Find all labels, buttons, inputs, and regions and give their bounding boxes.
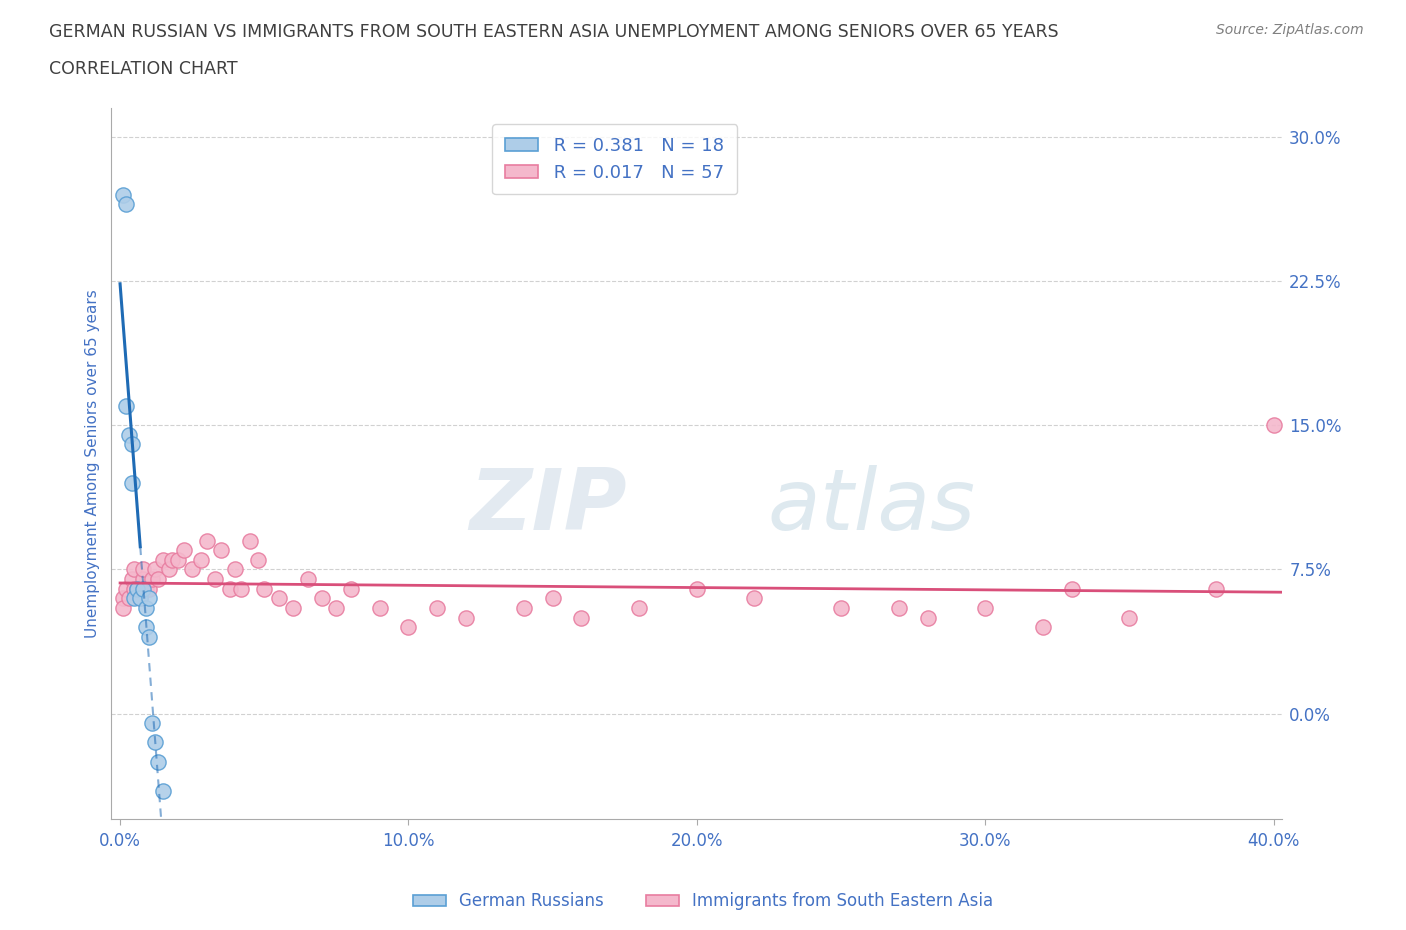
Point: [190, 552, 212, 567]
Point: [744, 591, 766, 605]
Point: [111, 187, 134, 202]
Point: [160, 552, 183, 567]
Point: [121, 475, 143, 490]
Text: atlas: atlas: [768, 465, 976, 548]
Point: [135, 619, 157, 634]
Point: [231, 581, 253, 596]
Point: [124, 581, 146, 596]
Point: [368, 601, 391, 616]
Point: [339, 581, 361, 596]
Point: [138, 581, 160, 596]
Point: [141, 572, 163, 587]
Point: [541, 591, 564, 605]
Point: [129, 591, 152, 605]
Point: [135, 581, 157, 596]
Point: [974, 601, 997, 616]
Point: [247, 552, 270, 567]
Point: [114, 581, 136, 596]
Point: [118, 591, 141, 605]
Point: [173, 543, 195, 558]
Point: [152, 783, 174, 798]
Point: [1205, 581, 1227, 596]
Point: [830, 601, 852, 616]
Point: [124, 562, 146, 577]
Point: [917, 610, 939, 625]
Point: [127, 581, 149, 596]
Point: [141, 716, 163, 731]
Text: GERMAN RUSSIAN VS IMMIGRANTS FROM SOUTH EASTERN ASIA UNEMPLOYMENT AMONG SENIORS : GERMAN RUSSIAN VS IMMIGRANTS FROM SOUTH …: [49, 23, 1059, 41]
Point: [686, 581, 709, 596]
Point: [396, 619, 419, 634]
Point: [456, 610, 478, 625]
Point: [325, 601, 347, 616]
Point: [426, 601, 449, 616]
Point: [297, 572, 319, 587]
Point: [628, 601, 651, 616]
Point: [224, 562, 246, 577]
Point: [121, 437, 143, 452]
Point: [135, 601, 157, 616]
Point: [218, 581, 240, 596]
Point: [132, 562, 155, 577]
Point: [114, 399, 136, 414]
Point: [1263, 418, 1285, 432]
Point: [111, 601, 134, 616]
Point: [118, 428, 141, 443]
Point: [281, 601, 304, 616]
Point: [132, 581, 155, 596]
Point: [267, 591, 290, 605]
Point: [146, 572, 169, 587]
Point: [124, 591, 146, 605]
Point: [114, 197, 136, 212]
Point: [311, 591, 333, 605]
Point: [195, 533, 218, 548]
Point: [253, 581, 276, 596]
Point: [146, 754, 169, 769]
Text: Source: ZipAtlas.com: Source: ZipAtlas.com: [1216, 23, 1364, 37]
Point: [181, 562, 204, 577]
Point: [239, 533, 262, 548]
Text: ZIP: ZIP: [470, 465, 627, 548]
Point: [111, 591, 134, 605]
Point: [127, 581, 149, 596]
Point: [1032, 619, 1054, 634]
Point: [1060, 581, 1083, 596]
Point: [132, 572, 155, 587]
Point: [887, 601, 910, 616]
Legend:  R = 0.381   N = 18,  R = 0.017   N = 57: R = 0.381 N = 18, R = 0.017 N = 57: [492, 124, 737, 194]
Point: [571, 610, 593, 625]
Point: [513, 601, 536, 616]
Point: [166, 552, 188, 567]
Point: [209, 543, 232, 558]
Y-axis label: Unemployment Among Seniors over 65 years: Unemployment Among Seniors over 65 years: [86, 289, 100, 638]
Point: [138, 630, 160, 644]
Point: [157, 562, 180, 577]
Legend: German Russians, Immigrants from South Eastern Asia: German Russians, Immigrants from South E…: [406, 885, 1000, 917]
Text: CORRELATION CHART: CORRELATION CHART: [49, 60, 238, 78]
Point: [152, 552, 174, 567]
Point: [138, 591, 160, 605]
Point: [143, 735, 166, 750]
Point: [143, 562, 166, 577]
Point: [204, 572, 226, 587]
Point: [129, 591, 152, 605]
Point: [121, 572, 143, 587]
Point: [1118, 610, 1140, 625]
